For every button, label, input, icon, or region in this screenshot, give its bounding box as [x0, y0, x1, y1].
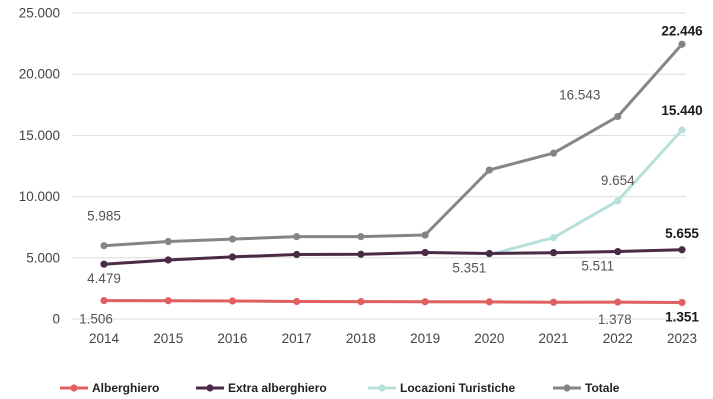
- data-point: [421, 248, 429, 257]
- series-line-totale: [102, 42, 684, 248]
- data-label: 4.479: [87, 271, 121, 286]
- y-axis: 0 5.000 10.000 15.000 20.000 25.000: [19, 6, 60, 327]
- data-point: [421, 231, 429, 239]
- data-point: [614, 247, 622, 256]
- data-point: [614, 298, 622, 306]
- data-point: [228, 253, 237, 261]
- data-point: [164, 297, 172, 305]
- data-point: [228, 297, 237, 305]
- x-tick-label: 2021: [539, 331, 569, 346]
- data-labels: 1.506 1.378 1.351 4.479 5.351 5.511 5.655 9.654…: [79, 23, 703, 327]
- data-point: [678, 126, 686, 134]
- data-label: 5.511: [581, 259, 614, 274]
- data-point: [614, 197, 622, 205]
- y-tick-label: 20.000: [19, 67, 60, 82]
- y-tick-label: 5.000: [26, 250, 60, 265]
- legend: Alberghiero Extra alberghiero Locazioni Tu…: [60, 381, 620, 395]
- data-label: 22.446: [661, 23, 703, 38]
- data-label: 5.351: [452, 261, 486, 276]
- legend-marker: [206, 384, 214, 392]
- data-point: [549, 234, 558, 242]
- legend-marker: [70, 384, 78, 392]
- legend-marker: [378, 384, 386, 392]
- data-point: [678, 246, 686, 254]
- legend-label: Alberghiero: [92, 381, 159, 395]
- x-tick-label: 2017: [282, 331, 312, 346]
- data-point: [293, 233, 301, 241]
- data-label: 5.655: [665, 226, 699, 241]
- data-point: [485, 166, 493, 174]
- x-tick-label: 2014: [89, 331, 120, 346]
- data-point: [100, 296, 108, 305]
- y-tick-label: 25.000: [19, 6, 60, 21]
- data-point: [678, 298, 686, 307]
- data-point: [357, 298, 365, 306]
- data-point: [485, 249, 493, 258]
- gridlines: [72, 12, 686, 320]
- data-label: 15.440: [661, 103, 702, 118]
- data-point: [678, 40, 686, 48]
- x-tick-label: 2018: [346, 331, 376, 346]
- data-point: [549, 249, 558, 257]
- data-point: [614, 112, 622, 121]
- data-point: [357, 250, 365, 258]
- y-tick-label: 15.000: [19, 128, 60, 143]
- data-point: [549, 149, 558, 157]
- data-point: [100, 260, 108, 268]
- data-label: 5.985: [87, 209, 121, 224]
- x-axis: 2014 2015 2016 2017 2018 2019 2020 2021 2022 2023: [89, 331, 697, 346]
- x-tick-label: 2022: [603, 331, 633, 346]
- data-point: [293, 250, 301, 259]
- data-point: [357, 233, 365, 241]
- legend-label: Extra alberghiero: [228, 381, 327, 395]
- data-point: [421, 298, 429, 306]
- x-tick-label: 2019: [410, 331, 440, 346]
- data-point: [164, 237, 172, 246]
- data-point: [164, 256, 172, 264]
- data-point: [293, 297, 301, 306]
- y-tick-label: 10.000: [19, 189, 60, 204]
- x-tick-label: 2015: [153, 331, 183, 346]
- legend-marker: [563, 384, 571, 392]
- data-label: 9.654: [601, 173, 635, 188]
- data-label: 16.543: [559, 88, 600, 103]
- x-tick-label: 2020: [474, 331, 504, 346]
- x-tick-label: 2023: [667, 331, 697, 346]
- data-label: 1.378: [598, 312, 632, 327]
- series-line-extra-alberghiero: [102, 248, 684, 266]
- series-line-alberghiero: [102, 299, 684, 304]
- y-tick-label: 0: [52, 312, 60, 327]
- data-label: 1.351: [665, 309, 699, 324]
- x-tick-label: 2016: [217, 331, 247, 346]
- series-line-locazioni-turistiche: [487, 128, 684, 257]
- legend-label: Locazioni Turistiche: [400, 381, 515, 395]
- data-point: [228, 235, 237, 243]
- data-point: [100, 242, 108, 250]
- data-point: [485, 298, 493, 306]
- legend-label: Totale: [585, 381, 620, 395]
- series-lines: [100, 40, 686, 307]
- data-point: [549, 298, 558, 306]
- data-label: 1.506: [79, 312, 113, 327]
